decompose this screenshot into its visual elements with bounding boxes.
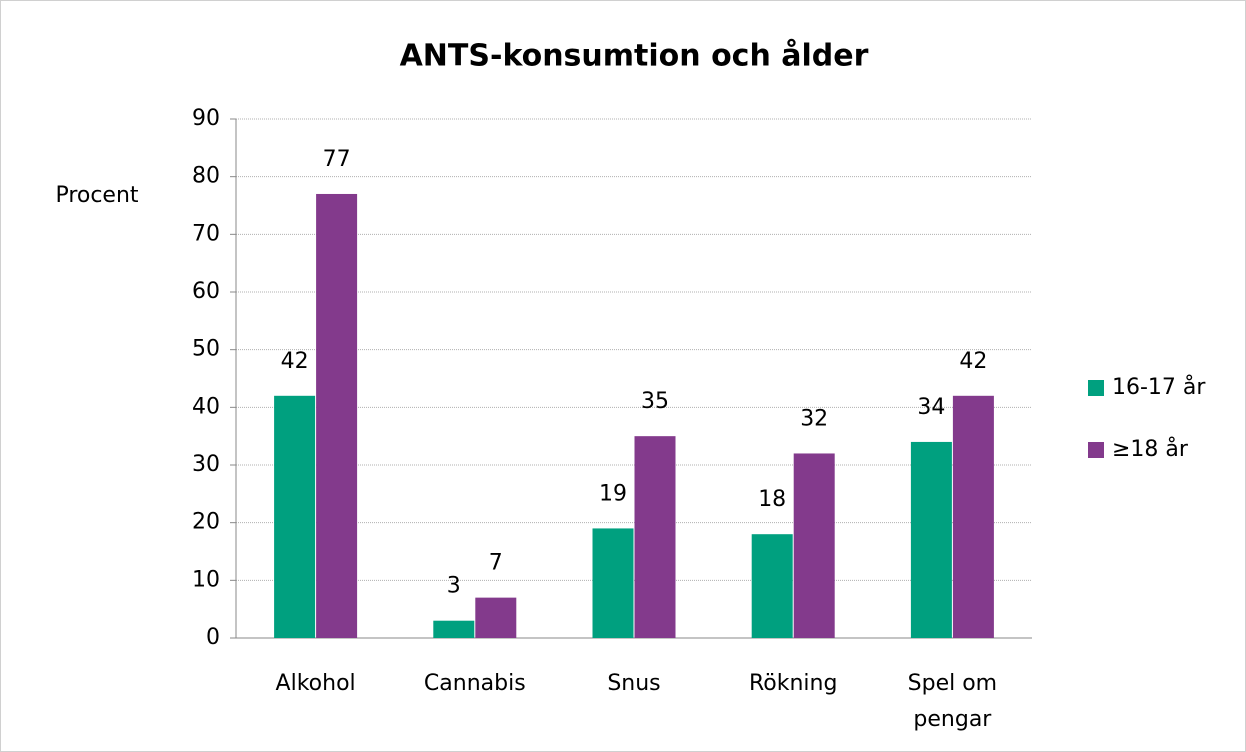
x-tick-label: Snus: [607, 671, 660, 696]
legend-swatch: [1088, 442, 1104, 458]
value-label: 19: [599, 481, 627, 506]
bar: [751, 534, 793, 638]
bar: [316, 193, 358, 638]
x-tick-label: Spel om pengar: [908, 671, 997, 732]
x-tick-label: Alkohol: [276, 671, 356, 696]
y-tick-label: 50: [192, 337, 220, 362]
y-tick-label: 0: [206, 625, 220, 650]
bar: [634, 436, 676, 638]
bar: [910, 441, 952, 638]
chart-title: ANTS-konsumtion och ålder: [400, 38, 869, 74]
y-tick-label: 10: [192, 567, 220, 592]
bar: [952, 395, 994, 638]
y-tick-label: 70: [192, 221, 220, 246]
bar: [793, 453, 835, 638]
legend-label: ≥18 år: [1112, 436, 1189, 462]
bar: [433, 620, 475, 638]
bar: [475, 597, 517, 638]
value-label: 3: [447, 574, 461, 599]
value-label: 32: [800, 406, 828, 431]
y-tick-label: 30: [192, 452, 220, 477]
value-label: 34: [917, 395, 945, 420]
y-tick-label: 20: [192, 510, 220, 535]
y-tick-label: 90: [192, 106, 220, 131]
y-tick-label: 40: [192, 394, 220, 419]
value-label: 35: [641, 389, 669, 414]
x-tick-label: Cannabis: [424, 671, 526, 696]
bar: [274, 395, 316, 638]
legend-swatch: [1088, 380, 1104, 396]
value-label: 7: [489, 551, 503, 576]
y-axis-label: Procent: [55, 183, 138, 208]
value-label: 42: [959, 349, 987, 374]
y-tick-label: 60: [192, 279, 220, 304]
bar: [592, 528, 634, 638]
value-label: 42: [281, 349, 309, 374]
value-label: 18: [758, 487, 786, 512]
legend-label: 16-17 år: [1112, 374, 1206, 400]
value-label: 77: [323, 147, 351, 172]
y-tick-label: 80: [192, 164, 220, 189]
x-tick-label: Rökning: [749, 671, 837, 696]
